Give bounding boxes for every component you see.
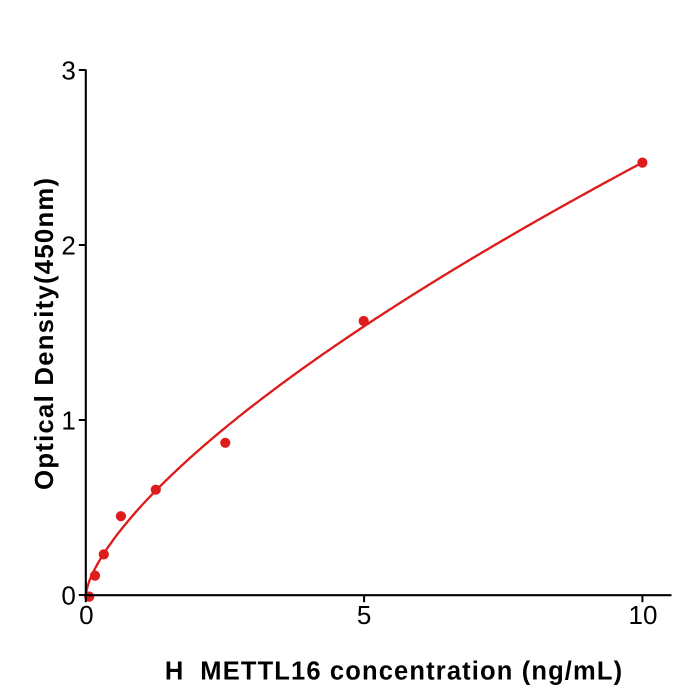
svg-text:METTL16 concentration (ng/mL): METTL16 concentration (ng/mL) [200, 658, 623, 686]
svg-text:1: 1 [61, 405, 75, 435]
svg-text:H: H [165, 658, 185, 686]
svg-text:10: 10 [629, 600, 658, 630]
svg-text:0: 0 [61, 580, 75, 610]
svg-text:Optical Density(450nm): Optical Density(450nm) [31, 177, 59, 490]
svg-text:0: 0 [79, 600, 93, 630]
svg-text:3: 3 [61, 55, 75, 85]
svg-text:5: 5 [357, 600, 371, 630]
svg-text:2: 2 [61, 230, 75, 260]
